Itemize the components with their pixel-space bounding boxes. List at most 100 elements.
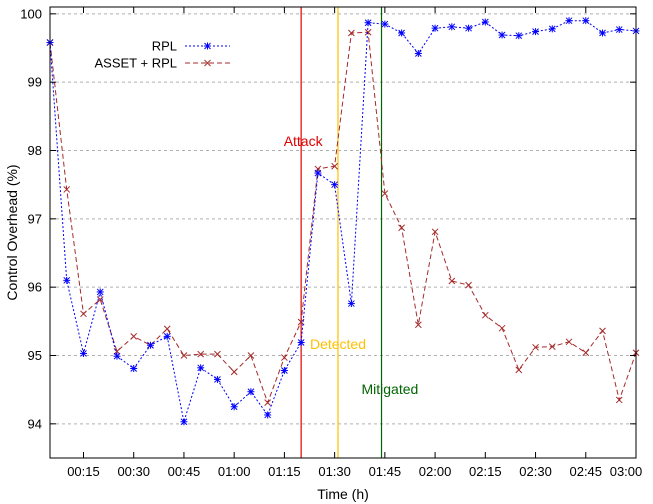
legend-label-rpl: RPL	[152, 39, 177, 54]
data-point-rpl	[431, 24, 439, 32]
x-axis-title: Time (h)	[317, 486, 369, 502]
data-point-rpl	[230, 403, 238, 411]
data-point-asset-rpl	[448, 277, 456, 285]
data-point-rpl	[130, 364, 138, 372]
series-line-rpl	[49, 20, 637, 422]
data-point-rpl	[582, 17, 590, 25]
y-tick-label: 96	[28, 280, 42, 295]
data-point-rpl	[314, 169, 322, 177]
data-point-rpl	[113, 352, 121, 360]
data-point-asset-rpl	[281, 354, 288, 361]
data-point-rpl	[96, 288, 104, 296]
data-point-rpl	[63, 276, 71, 284]
data-point-rpl	[548, 25, 556, 33]
data-point-asset-rpl	[247, 352, 255, 359]
data-point-rpl	[565, 17, 573, 25]
data-point-asset-rpl	[414, 321, 422, 329]
data-point-asset-rpl	[180, 352, 188, 359]
data-point-rpl	[498, 31, 506, 39]
data-point-asset-rpl	[532, 343, 539, 351]
data-point-rpl	[515, 32, 523, 40]
data-point-asset-rpl	[582, 349, 590, 357]
data-point-asset-rpl	[565, 338, 573, 346]
data-point-asset-rpl	[515, 366, 523, 374]
data-point-asset-rpl	[381, 190, 389, 197]
y-axis-title: Control Overhead (%)	[4, 164, 20, 300]
x-tick-label: 01:30	[318, 464, 351, 479]
data-point-rpl	[213, 375, 221, 383]
x-tick-label: 00:45	[168, 464, 201, 479]
x-tick-label: 02:45	[569, 464, 602, 479]
data-point-rpl	[448, 23, 456, 31]
data-point-asset-rpl	[615, 396, 623, 404]
plot-frame	[49, 6, 637, 459]
data-point-rpl	[599, 29, 607, 37]
data-point-asset-rpl	[63, 186, 71, 193]
data-point-asset-rpl	[348, 29, 355, 37]
data-point-asset-rpl	[548, 343, 556, 350]
data-point-rpl	[347, 300, 355, 308]
series-group	[46, 17, 640, 426]
data-point-rpl	[465, 24, 473, 32]
data-point-asset-rpl	[331, 162, 338, 170]
x-tick-label: 03:00	[610, 464, 643, 479]
data-point-rpl	[280, 367, 288, 375]
x-tick-label: 01:45	[369, 464, 402, 479]
data-point-rpl	[364, 19, 372, 27]
y-tick-label: 98	[28, 143, 42, 158]
x-tick-label: 02:00	[419, 464, 452, 479]
data-point-rpl	[264, 411, 272, 419]
data-point-rpl	[398, 29, 406, 37]
data-point-rpl	[615, 26, 623, 34]
data-point-rpl	[297, 339, 305, 347]
data-point-asset-rpl	[465, 281, 472, 289]
legend-label-asset-rpl: ASSET + RPL	[95, 56, 178, 71]
event-lines: Attack Detected Mitigated	[284, 7, 419, 458]
data-point-rpl	[180, 418, 188, 426]
annotation-detected: Detected	[310, 336, 366, 352]
y-tick-label: 97	[28, 211, 42, 226]
legend-marker-rpl	[204, 42, 211, 50]
y-tick-label: 95	[28, 348, 42, 363]
data-point-asset-rpl	[130, 333, 138, 340]
data-point-rpl	[163, 332, 171, 340]
data-point-asset-rpl	[431, 228, 439, 236]
data-point-rpl	[146, 341, 154, 349]
x-tick-label: 00:15	[67, 464, 100, 479]
y-tick-label: 100	[20, 6, 42, 21]
series-line-asset-rpl	[49, 31, 637, 405]
grid-lines	[50, 13, 636, 425]
data-point-rpl	[331, 181, 339, 189]
data-point-rpl	[247, 388, 255, 396]
legend: RPL ASSET + RPL	[95, 39, 230, 71]
x-tick-label: 00:30	[117, 464, 150, 479]
data-point-rpl	[414, 49, 422, 57]
data-point-rpl	[197, 364, 205, 372]
y-tick-label: 99	[28, 75, 42, 90]
data-point-asset-rpl	[264, 399, 272, 407]
data-point-asset-rpl	[96, 296, 104, 303]
data-point-asset-rpl	[481, 311, 489, 319]
axis-ticks: 94 95 96 97 98 99 100 00:15 00:30 00:45 01:00 01:15…	[20, 6, 642, 479]
data-point-asset-rpl	[364, 28, 372, 36]
data-point-asset-rpl	[163, 325, 171, 333]
data-point-rpl	[481, 18, 489, 26]
x-tick-label: 02:30	[519, 464, 552, 479]
data-point-asset-rpl	[230, 368, 238, 376]
data-point-asset-rpl	[80, 310, 87, 318]
x-tick-label: 01:00	[218, 464, 251, 479]
data-point-asset-rpl	[498, 324, 506, 332]
x-tick-label: 01:15	[268, 464, 301, 479]
data-point-rpl	[381, 20, 389, 28]
data-point-rpl	[532, 28, 540, 36]
annotation-mitigated: Mitigated	[362, 381, 419, 397]
y-tick-label: 94	[28, 416, 42, 431]
annotation-attack: Attack	[284, 133, 324, 149]
data-point-asset-rpl	[398, 224, 405, 232]
x-tick-label: 02:15	[469, 464, 502, 479]
legend-marker-asset-rpl	[204, 59, 211, 67]
data-point-asset-rpl	[214, 350, 221, 358]
data-point-rpl	[79, 349, 87, 357]
data-point-asset-rpl	[599, 327, 606, 335]
